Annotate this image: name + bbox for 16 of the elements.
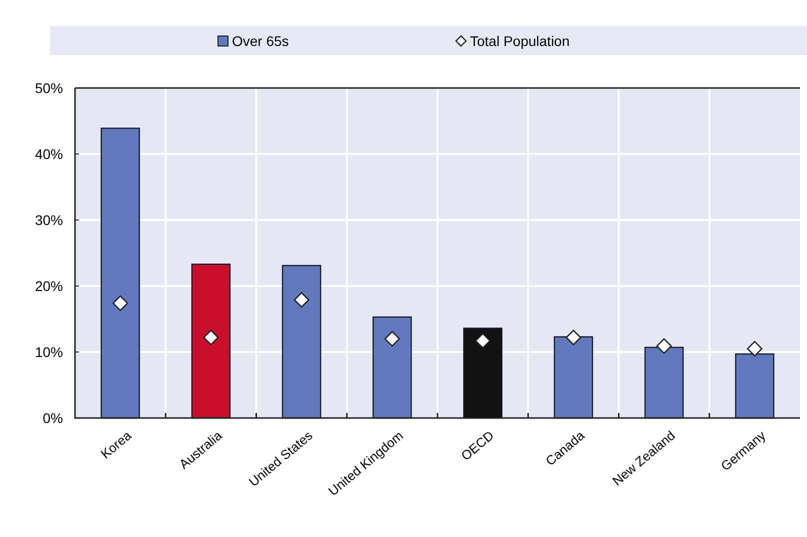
legend-label: Over 65s xyxy=(232,33,289,49)
y-tick-label: 50% xyxy=(34,80,63,96)
y-tick-label: 10% xyxy=(34,344,63,360)
y-tick-label: 0% xyxy=(42,410,63,426)
point xyxy=(475,333,491,349)
legend-label: Total Population xyxy=(470,33,570,49)
point xyxy=(746,340,762,356)
y-tick-label: 40% xyxy=(34,146,63,162)
point xyxy=(203,330,219,346)
point xyxy=(656,338,672,354)
point xyxy=(112,295,128,311)
point xyxy=(384,331,400,347)
y-tick-label: 30% xyxy=(34,212,63,228)
point xyxy=(566,330,582,346)
y-tick-label: 20% xyxy=(34,278,63,294)
point xyxy=(294,292,310,308)
